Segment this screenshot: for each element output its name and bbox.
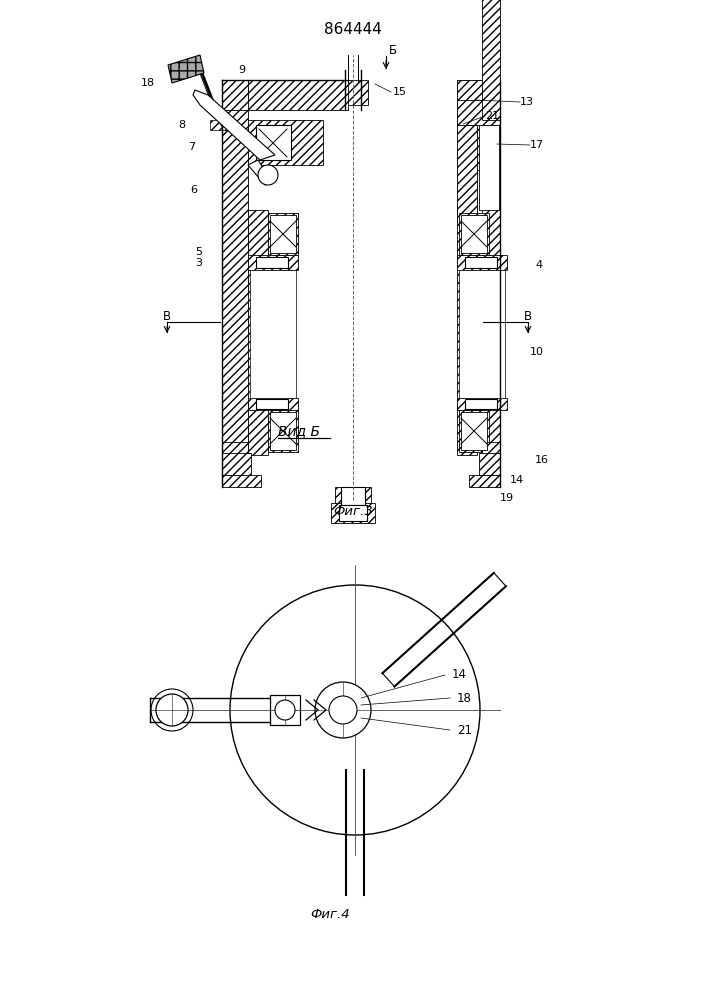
Text: 6: 6 xyxy=(190,185,197,195)
Bar xyxy=(256,257,288,268)
Text: 13: 13 xyxy=(520,97,534,107)
Bar xyxy=(250,270,296,398)
Bar xyxy=(248,120,323,165)
Bar xyxy=(457,80,500,100)
Polygon shape xyxy=(168,55,204,83)
Bar xyxy=(210,120,225,130)
Bar xyxy=(248,80,348,110)
Bar xyxy=(339,505,367,521)
Text: Б: Б xyxy=(389,43,397,56)
Text: 4: 4 xyxy=(535,260,542,270)
Text: 3: 3 xyxy=(195,258,202,268)
Circle shape xyxy=(329,696,357,724)
Bar xyxy=(467,125,500,170)
Text: 21: 21 xyxy=(457,724,472,736)
Bar xyxy=(341,487,365,505)
Bar xyxy=(459,270,505,398)
Text: Фиг.4: Фиг.4 xyxy=(310,908,350,921)
Bar xyxy=(248,255,298,270)
Text: 14: 14 xyxy=(510,475,524,485)
Text: 864444: 864444 xyxy=(324,22,382,37)
Bar xyxy=(457,80,500,125)
Bar xyxy=(482,0,500,120)
Bar xyxy=(222,453,251,475)
Text: 8: 8 xyxy=(178,120,185,130)
Text: 10: 10 xyxy=(530,347,544,357)
Bar xyxy=(222,130,248,455)
Bar xyxy=(222,442,248,455)
Bar xyxy=(338,80,368,105)
Bar xyxy=(457,80,500,125)
Bar xyxy=(465,399,497,409)
Bar xyxy=(222,80,248,110)
Bar xyxy=(465,257,497,268)
Bar xyxy=(335,487,371,505)
Text: 17: 17 xyxy=(530,140,544,150)
Bar xyxy=(482,442,500,455)
Bar xyxy=(461,215,487,253)
Text: 7: 7 xyxy=(188,142,195,152)
Bar xyxy=(457,398,507,410)
Text: 14: 14 xyxy=(452,668,467,682)
Polygon shape xyxy=(193,90,275,160)
Text: 21: 21 xyxy=(485,111,499,121)
Text: В: В xyxy=(524,310,532,324)
Bar xyxy=(270,215,296,253)
Bar xyxy=(469,475,500,487)
Text: Вид Б: Вид Б xyxy=(278,424,320,438)
Bar xyxy=(248,398,298,410)
Text: 9: 9 xyxy=(238,65,245,75)
Bar xyxy=(256,399,288,409)
Circle shape xyxy=(275,700,295,720)
Circle shape xyxy=(315,682,371,738)
Bar xyxy=(457,255,507,270)
Bar xyxy=(457,125,477,225)
Polygon shape xyxy=(248,160,272,185)
Bar xyxy=(457,125,477,220)
Text: 18: 18 xyxy=(457,692,472,704)
Circle shape xyxy=(156,694,188,726)
Bar xyxy=(331,503,375,523)
Text: 16: 16 xyxy=(535,455,549,465)
Bar xyxy=(461,412,487,450)
Bar xyxy=(256,125,291,160)
Bar xyxy=(268,213,298,255)
Bar xyxy=(479,125,499,210)
Text: 19: 19 xyxy=(500,493,514,503)
Bar xyxy=(270,695,300,725)
Bar xyxy=(268,410,298,452)
Bar xyxy=(222,475,261,487)
Bar xyxy=(479,453,500,475)
Bar xyxy=(222,110,248,165)
Text: В: В xyxy=(163,310,171,324)
Bar xyxy=(482,130,500,455)
Bar xyxy=(457,210,477,455)
Text: 18: 18 xyxy=(141,78,155,88)
Bar xyxy=(459,410,489,452)
Bar xyxy=(270,412,296,450)
Text: 5: 5 xyxy=(195,247,202,257)
Bar xyxy=(248,210,268,455)
Circle shape xyxy=(258,165,278,185)
Bar xyxy=(459,213,489,255)
Text: 15: 15 xyxy=(393,87,407,97)
Text: Фиг.3: Фиг.3 xyxy=(333,505,373,518)
